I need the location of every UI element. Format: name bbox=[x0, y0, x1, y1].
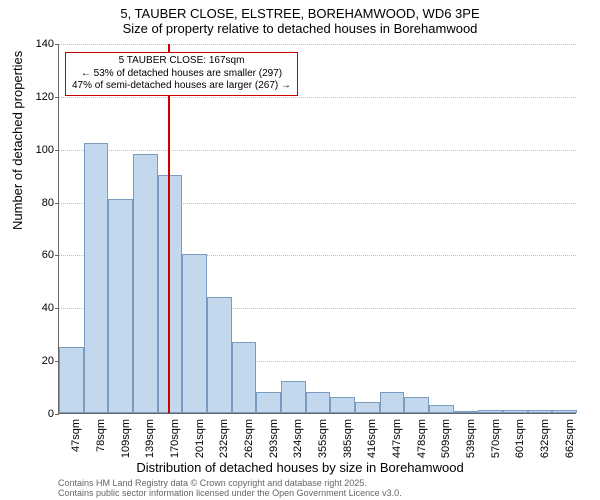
histogram-bar bbox=[182, 254, 207, 413]
y-tick-mark bbox=[55, 255, 59, 256]
y-tick-label: 120 bbox=[36, 91, 54, 103]
y-tick-label: 40 bbox=[42, 302, 54, 314]
plot-area: 5 TAUBER CLOSE: 167sqm ← 53% of detached… bbox=[58, 44, 576, 414]
y-tick-mark bbox=[55, 150, 59, 151]
y-tick-mark bbox=[55, 97, 59, 98]
histogram-bar bbox=[281, 381, 306, 413]
y-tick-mark bbox=[55, 308, 59, 309]
histogram-bar bbox=[478, 410, 503, 413]
gridline bbox=[59, 97, 576, 98]
y-tick-label: 0 bbox=[48, 408, 54, 420]
histogram-bar bbox=[429, 405, 454, 413]
histogram-bar bbox=[133, 154, 158, 413]
chart-title-main: 5, TAUBER CLOSE, ELSTREE, BOREHAMWOOD, W… bbox=[0, 6, 600, 21]
y-tick-label: 20 bbox=[42, 355, 54, 367]
y-tick-label: 100 bbox=[36, 144, 54, 156]
gridline bbox=[59, 150, 576, 151]
histogram-bar bbox=[232, 342, 257, 413]
histogram-bar bbox=[84, 143, 109, 413]
histogram-bar bbox=[528, 410, 553, 413]
chart-title-sub: Size of property relative to detached ho… bbox=[0, 21, 600, 36]
gridline bbox=[59, 44, 576, 45]
histogram-bar bbox=[355, 402, 380, 413]
histogram-bar bbox=[380, 392, 405, 413]
histogram-bar bbox=[207, 297, 232, 413]
credits-line-2: Contains public sector information licen… bbox=[58, 488, 402, 498]
histogram-bar bbox=[454, 411, 479, 413]
histogram-bar bbox=[404, 397, 429, 413]
annotation-box: 5 TAUBER CLOSE: 167sqm ← 53% of detached… bbox=[65, 52, 298, 96]
y-tick-label: 60 bbox=[42, 249, 54, 261]
y-axis-label: Number of detached properties bbox=[10, 51, 25, 230]
chart-title-block: 5, TAUBER CLOSE, ELSTREE, BOREHAMWOOD, W… bbox=[0, 0, 600, 36]
histogram-bar bbox=[256, 392, 281, 413]
y-tick-mark bbox=[55, 414, 59, 415]
x-axis-label: Distribution of detached houses by size … bbox=[0, 460, 600, 475]
y-tick-label: 80 bbox=[42, 197, 54, 209]
histogram-bar bbox=[158, 175, 183, 413]
annotation-line-2: ← 53% of detached houses are smaller (29… bbox=[72, 68, 291, 81]
annotation-line-1: 5 TAUBER CLOSE: 167sqm bbox=[72, 55, 291, 68]
histogram-bar bbox=[503, 410, 528, 413]
histogram-bar bbox=[59, 347, 84, 413]
histogram-bar bbox=[330, 397, 355, 413]
histogram-bar bbox=[306, 392, 331, 413]
marker-line bbox=[168, 44, 170, 413]
histogram-bar bbox=[552, 410, 577, 413]
y-tick-mark bbox=[55, 44, 59, 45]
annotation-line-3: 47% of semi-detached houses are larger (… bbox=[72, 80, 291, 93]
histogram-bar bbox=[108, 199, 133, 413]
y-tick-label: 140 bbox=[36, 38, 54, 50]
credits-line-1: Contains HM Land Registry data © Crown c… bbox=[58, 478, 402, 488]
credits-block: Contains HM Land Registry data © Crown c… bbox=[58, 478, 402, 499]
y-tick-mark bbox=[55, 203, 59, 204]
